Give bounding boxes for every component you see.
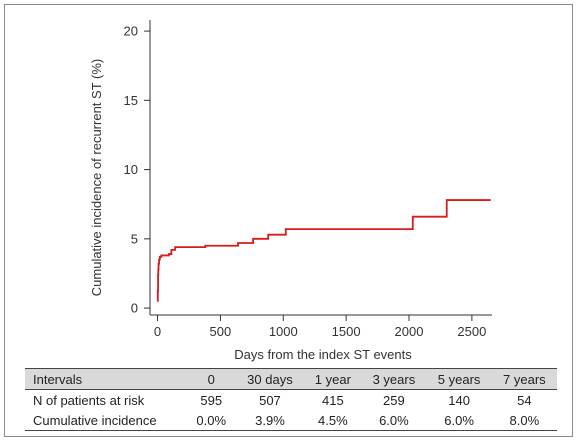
table-column-header: 30 days bbox=[247, 371, 293, 387]
x-tick-label: 1500 bbox=[332, 324, 361, 339]
table-cell: 8.0% bbox=[509, 412, 540, 428]
x-tick-label: 1000 bbox=[269, 324, 298, 339]
table-column-header: 7 years bbox=[503, 371, 546, 387]
figure-frame: 0 5 10 15 20 0 500 1000 1500 2000 2500 Days from … bbox=[4, 4, 573, 437]
table-column-header: 0 bbox=[207, 371, 215, 387]
risk-table: Intervals 0 30 days 1 year 3 years 5 yea… bbox=[25, 368, 557, 431]
chart-plot: 0 5 10 15 20 0 500 1000 1500 2000 2500 Days from … bbox=[89, 20, 492, 362]
x-tick-label: 2000 bbox=[395, 324, 424, 339]
table-row: Cumulative incidence 0.0% 3.9% 4.5% 6.0%… bbox=[25, 410, 557, 431]
table-cell: 54 bbox=[517, 392, 532, 408]
y-axis-ticks: 0 5 10 15 20 bbox=[124, 24, 150, 316]
table-column-header: 5 years bbox=[437, 371, 481, 387]
table-cell: 140 bbox=[448, 392, 470, 408]
x-axis-ticks: 0 500 1000 1500 2000 2500 bbox=[154, 315, 486, 339]
table-cell: 0.0% bbox=[196, 412, 227, 428]
table-header-row: Intervals 0 30 days 1 year 3 years 5 yea… bbox=[25, 368, 557, 390]
y-tick-label: 0 bbox=[131, 301, 138, 316]
table-cell: 6.0% bbox=[379, 412, 409, 428]
y-axis-label: Cumulative incidence of recurrent ST (%) bbox=[89, 59, 104, 296]
x-tick-label: 500 bbox=[210, 324, 232, 339]
table-header-label: Intervals bbox=[33, 371, 83, 387]
table-row-label: Cumulative incidence bbox=[33, 412, 157, 428]
table-row: N of patients at risk 595 507 415 259 14… bbox=[25, 390, 557, 411]
y-tick-label: 5 bbox=[131, 231, 138, 246]
table-cell: 415 bbox=[322, 392, 344, 408]
table-cell: 4.5% bbox=[318, 412, 348, 428]
table-cell: 3.9% bbox=[255, 412, 285, 428]
table-cell: 259 bbox=[383, 392, 405, 408]
table-cell: 507 bbox=[259, 392, 281, 408]
y-tick-label: 10 bbox=[124, 162, 138, 177]
y-tick-label: 15 bbox=[124, 93, 138, 108]
table-column-header: 3 years bbox=[372, 371, 416, 387]
cumulative-incidence-line bbox=[156, 199, 491, 303]
y-tick-label: 20 bbox=[124, 24, 138, 39]
table-cell: 595 bbox=[200, 392, 223, 408]
x-tick-label: 2500 bbox=[457, 324, 486, 339]
chart-axes bbox=[149, 20, 492, 316]
table-column-header: 1 year bbox=[314, 371, 351, 387]
table-row-label: N of patients at risk bbox=[33, 392, 145, 408]
table-cell: 6.0% bbox=[444, 412, 474, 428]
x-tick-label: 0 bbox=[154, 324, 161, 339]
x-axis-label: Days from the index ST events bbox=[234, 347, 412, 362]
